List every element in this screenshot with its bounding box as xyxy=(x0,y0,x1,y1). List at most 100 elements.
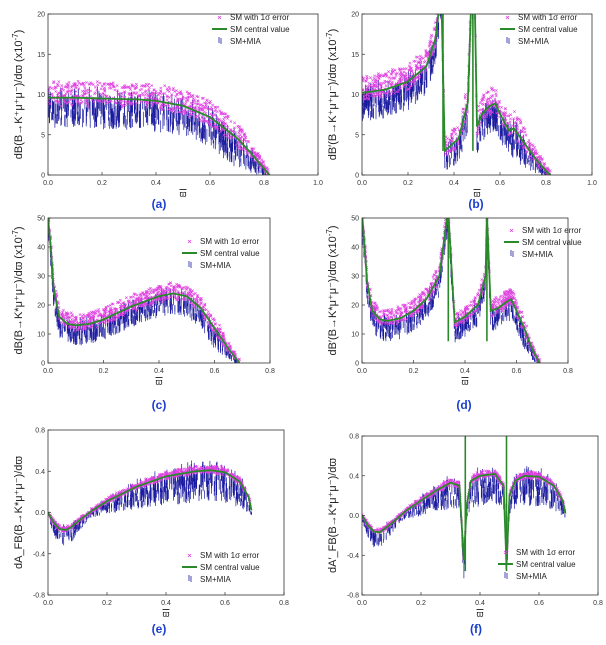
sm-error-point xyxy=(56,84,60,88)
sm-error-point xyxy=(146,101,150,105)
sm-error-point xyxy=(63,98,67,102)
sm-error-point xyxy=(417,77,421,81)
sm-error-point xyxy=(515,306,519,310)
sm-error-point xyxy=(453,323,457,327)
sm-error-point xyxy=(370,313,374,317)
sm-error-point xyxy=(101,314,105,318)
sm-error-point xyxy=(159,89,163,93)
sm-error-point xyxy=(459,313,463,317)
sm-error-point xyxy=(132,299,136,303)
sm-error-point xyxy=(380,83,383,87)
sm-error-point xyxy=(120,95,124,98)
sm-error-point xyxy=(528,143,532,147)
sm-error-point xyxy=(127,100,131,104)
sm-error-point xyxy=(396,90,400,94)
sm-error-point xyxy=(254,152,258,156)
sm-error-point xyxy=(200,108,204,112)
sm-error-point xyxy=(404,306,408,310)
sm-error-point xyxy=(102,83,106,86)
sm-error-point xyxy=(48,102,52,106)
sm-error-point xyxy=(384,72,388,76)
y-axis-label: dB(B→K*μ⁺μ⁻)/dϖ (x10-7) xyxy=(11,227,25,355)
sm-error-point xyxy=(107,86,111,90)
legend-error-marker xyxy=(187,239,192,244)
sm-error-point xyxy=(416,61,420,64)
sm-error-point xyxy=(221,342,225,346)
sm-error-point xyxy=(95,325,99,329)
sm-error-point xyxy=(137,95,141,98)
sm-error-point xyxy=(418,57,422,61)
sm-error-point xyxy=(494,92,498,96)
sm-error-point xyxy=(117,92,120,96)
sm-error-point xyxy=(369,84,373,87)
sm-error-point xyxy=(210,317,214,321)
sm-error-point xyxy=(236,134,240,138)
sm-error-point xyxy=(101,314,105,317)
sm-error-point xyxy=(63,101,67,104)
sm-error-point xyxy=(524,133,528,137)
sm-error-point xyxy=(135,307,139,311)
sm-error-point xyxy=(543,162,547,166)
sm-error-point xyxy=(418,54,422,58)
sm-error-point xyxy=(204,104,208,108)
sm-error-point xyxy=(123,104,127,108)
sm-error-point xyxy=(213,318,216,322)
sm-error-point xyxy=(101,91,105,95)
sm-error-point xyxy=(421,64,425,68)
sm-error-point xyxy=(371,81,375,85)
sm-error-point xyxy=(218,327,222,331)
sm-error-point xyxy=(186,286,190,290)
sm-error-point xyxy=(402,70,406,74)
panel-label: (b) xyxy=(468,197,483,211)
sm-error-point xyxy=(74,86,78,90)
legend-sm-error: SM with 1σ error xyxy=(230,13,290,22)
sm-error-point xyxy=(385,313,389,317)
sm-error-point xyxy=(473,296,477,299)
y-axis-label-main: dB′(B→K⁺μ⁺μ⁻)/dϖ xyxy=(327,64,339,161)
sm-error-point xyxy=(520,129,524,133)
sm-error-point xyxy=(213,105,217,109)
sm-error-point xyxy=(387,308,390,312)
sm-error-point xyxy=(161,297,165,301)
sm-error-point xyxy=(427,298,431,302)
sm-error-point xyxy=(103,86,107,90)
sm-error-point xyxy=(450,136,454,140)
sm-error-point xyxy=(416,295,420,299)
sm-error-point xyxy=(383,72,387,76)
sm-error-point xyxy=(402,67,406,71)
sm-error-point xyxy=(423,294,427,297)
sm-error-point xyxy=(416,55,420,59)
sm-error-point xyxy=(448,215,450,217)
sm-error-point xyxy=(165,295,169,299)
sm-error-point xyxy=(209,122,212,126)
sm-error-point xyxy=(487,97,491,101)
sm-error-point xyxy=(523,130,527,134)
sm-error-point xyxy=(188,112,192,116)
sm-error-point xyxy=(60,312,64,316)
sm-error-point xyxy=(493,97,497,101)
x-tick-label: 0.8 xyxy=(259,180,269,187)
sm-error-point xyxy=(238,127,242,131)
sm-error-point xyxy=(473,300,477,304)
sm-error-point xyxy=(151,103,155,107)
sm-error-point xyxy=(170,109,174,113)
sm-error-point xyxy=(406,87,410,91)
sm-error-point xyxy=(478,101,482,105)
sm-error-point xyxy=(461,107,465,111)
sm-error-point xyxy=(446,137,449,141)
plot-area xyxy=(362,208,542,363)
sm-error-point xyxy=(364,79,368,83)
x-axis-label: ϖ xyxy=(179,189,186,199)
x-tick-label: 1.0 xyxy=(587,180,597,187)
sm-error-point xyxy=(363,79,367,83)
sm-error-point xyxy=(451,146,455,150)
y-axis-label-exp: (x10 xyxy=(327,40,339,61)
sm-error-point xyxy=(221,112,225,115)
sm-error-point xyxy=(108,307,112,311)
sm-error-point xyxy=(155,292,159,296)
y-axis-label: dB(B→K⁺μ⁺μ⁻)/dϖ (x10-7) xyxy=(11,30,25,160)
sm-error-point xyxy=(448,208,450,210)
sm-error-point xyxy=(103,88,107,92)
sm-error-point xyxy=(190,294,194,298)
sm-error-point xyxy=(396,307,400,311)
